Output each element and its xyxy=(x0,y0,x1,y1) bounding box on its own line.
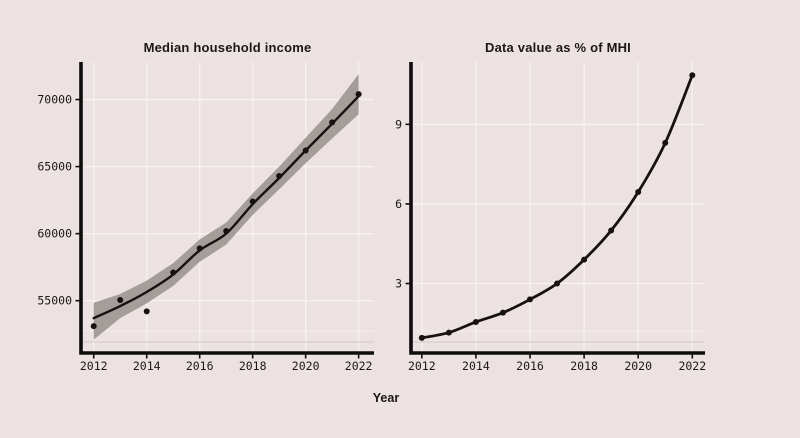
y-tick-label: 9 xyxy=(395,117,402,131)
y-tick-label: 60000 xyxy=(37,227,72,241)
data-point xyxy=(170,269,177,276)
data-point xyxy=(635,188,642,195)
x-tick-label: 2012 xyxy=(80,359,108,373)
right-chart-title: Data value as % of MHI xyxy=(485,40,631,55)
x-tick-label: 2012 xyxy=(408,359,436,373)
x-tick-label: 2016 xyxy=(516,359,544,373)
y-tick-label: 55000 xyxy=(37,294,72,308)
x-tick-label: 2022 xyxy=(345,359,373,373)
data-point xyxy=(662,139,669,146)
data-point xyxy=(581,256,588,263)
y-tick-label: 3 xyxy=(395,277,402,291)
x-tick-label: 2014 xyxy=(133,359,161,373)
x-tick-label: 2016 xyxy=(186,359,214,373)
data-point xyxy=(90,323,97,330)
x-tick-label: 2020 xyxy=(624,359,652,373)
data-point xyxy=(196,245,203,252)
x-tick-label: 2018 xyxy=(239,359,267,373)
data-point xyxy=(608,227,615,234)
data-point xyxy=(527,296,534,303)
data-point xyxy=(472,318,479,325)
data-point xyxy=(355,91,362,98)
trend-line xyxy=(420,73,694,340)
data-point xyxy=(689,72,696,79)
data-point xyxy=(249,198,256,205)
x-tick-label: 2018 xyxy=(570,359,598,373)
data-point xyxy=(117,297,124,304)
data-point xyxy=(329,119,336,126)
x-axis-label: Year xyxy=(372,391,400,405)
x-tick-label: 2020 xyxy=(292,359,320,373)
y-tick-label: 65000 xyxy=(37,160,72,174)
x-tick-label: 2014 xyxy=(462,359,490,373)
data-point xyxy=(445,329,452,336)
data-point xyxy=(418,334,425,341)
data-point xyxy=(276,172,283,179)
axis-line xyxy=(409,62,705,355)
left-chart-title: Median household income xyxy=(143,40,312,55)
axis-line xyxy=(79,62,374,355)
data-point xyxy=(302,147,309,154)
data-point xyxy=(554,280,561,287)
data-point xyxy=(499,309,506,316)
y-tick-label: 70000 xyxy=(37,93,72,107)
confidence-band xyxy=(93,74,359,340)
x-tick-label: 2022 xyxy=(678,359,706,373)
y-tick-label: 6 xyxy=(395,197,402,211)
data-point xyxy=(223,227,230,234)
data-point xyxy=(143,308,150,315)
